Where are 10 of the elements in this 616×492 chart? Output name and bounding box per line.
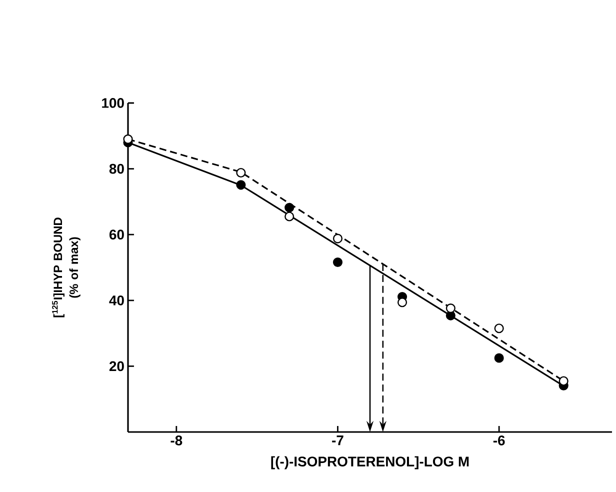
x-tick-label: -7 bbox=[332, 436, 344, 446]
x-axis-title: [(-)-ISOPROTERENOL]-LOG M bbox=[271, 456, 469, 470]
y-tick-label: 20 bbox=[109, 361, 124, 372]
y-axis-title: [$^{125}$I]IHYP BOUND (% of max) bbox=[52, 218, 80, 318]
y-tick-label: 80 bbox=[109, 164, 124, 174]
y-tick-label: 100 bbox=[102, 98, 124, 108]
y-tick-label: 40 bbox=[109, 295, 124, 306]
y-tick-label: 60 bbox=[109, 230, 124, 240]
x-tick-label: -8 bbox=[170, 436, 182, 446]
x-tick-label: -6 bbox=[493, 436, 505, 446]
